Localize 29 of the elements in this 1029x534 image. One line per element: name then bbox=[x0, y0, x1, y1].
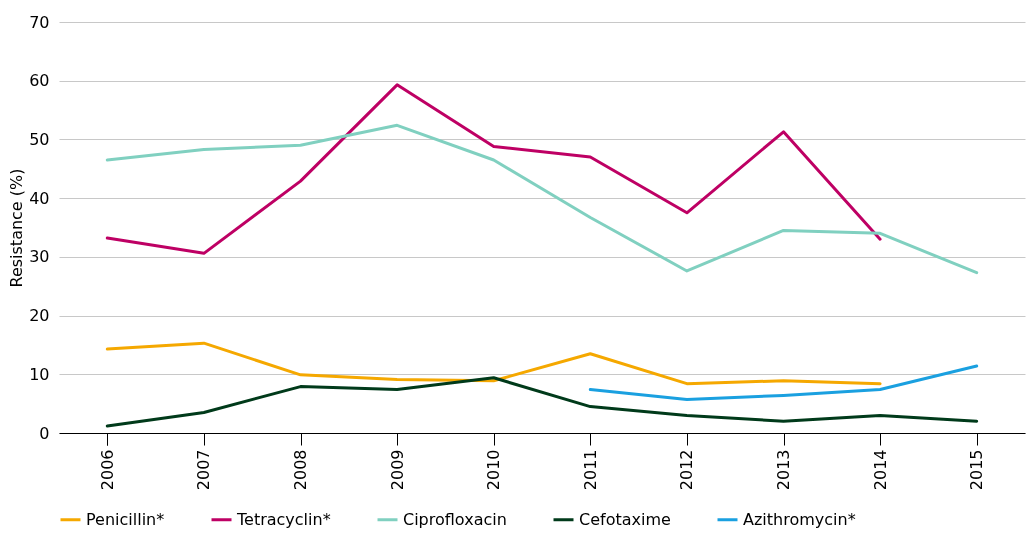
x-tick-label: 2007 bbox=[194, 449, 214, 491]
y-tick-label: 0 bbox=[39, 423, 50, 443]
legend-label: Tetracyclin* bbox=[236, 509, 331, 529]
line-series bbox=[105, 376, 979, 428]
x-tick-label: 2009 bbox=[387, 449, 407, 491]
x-tick-label: 2011 bbox=[580, 449, 600, 491]
line-series bbox=[105, 341, 882, 386]
y-tick-label: 30 bbox=[29, 247, 50, 267]
legend-label: Ciprofloxacin bbox=[403, 509, 507, 529]
x-tick-label: 2013 bbox=[774, 449, 793, 491]
y-tick-label: 10 bbox=[29, 364, 50, 384]
y-tick-label: 50 bbox=[29, 129, 50, 149]
legend-label: Cefotaxime bbox=[579, 509, 671, 529]
legend-label: Penicillin* bbox=[86, 509, 165, 529]
x-tick-label: 2010 bbox=[484, 449, 504, 491]
x-tick-label: 2014 bbox=[870, 449, 890, 491]
x-tick-label: 2008 bbox=[291, 449, 310, 491]
line-series bbox=[105, 123, 979, 275]
x-tick-label: 2006 bbox=[97, 449, 117, 491]
y-axis-title: Resistance (%) bbox=[7, 168, 27, 288]
legend-label: Azithromycin* bbox=[743, 509, 856, 529]
y-tick-label: 60 bbox=[29, 71, 50, 91]
y-tick-label: 70 bbox=[29, 12, 50, 32]
x-tick-label: 2012 bbox=[677, 449, 697, 491]
x-tick-label: 2015 bbox=[967, 449, 987, 491]
y-tick-label: 40 bbox=[29, 188, 50, 208]
y-tick-label: 20 bbox=[29, 306, 50, 326]
line-series bbox=[105, 83, 882, 255]
line-series bbox=[588, 364, 979, 402]
